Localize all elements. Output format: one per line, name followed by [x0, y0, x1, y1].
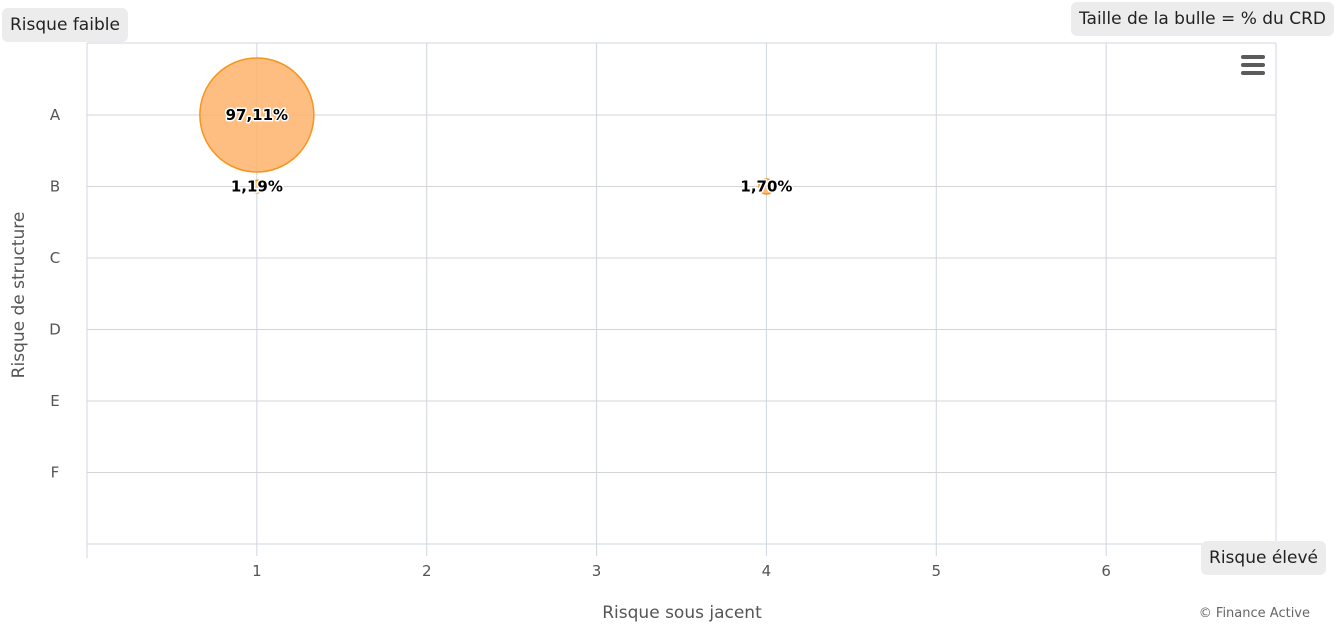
- x-tick-label: 5: [932, 562, 942, 580]
- x-tick-label: 6: [1101, 562, 1111, 580]
- bubble-point[interactable]: [249, 179, 264, 194]
- bubble-data-label: 1,19%: [231, 178, 283, 196]
- y-tick-label: F: [51, 464, 60, 482]
- high-risk-label: Risque élevé: [1201, 541, 1326, 575]
- y-tick-label: D: [49, 321, 61, 339]
- x-tick-label: 1: [252, 562, 262, 580]
- x-axis-title: Risque sous jacent: [602, 603, 762, 623]
- y-tick-label: B: [50, 178, 60, 196]
- low-risk-label: Risque faible: [2, 8, 128, 42]
- bubble-point[interactable]: [199, 57, 315, 173]
- tick-labels: 1 2 3 4 5 6 A B C D E F: [49, 106, 1111, 580]
- bubble-point[interactable]: [758, 178, 775, 195]
- credits-text[interactable]: © Finance Active: [1198, 606, 1310, 621]
- y-axis-title: Risque de structure: [9, 212, 29, 379]
- y-tick-label: E: [50, 392, 59, 410]
- bubble-data-label: 97,11%: [226, 106, 288, 124]
- x-tick-label: 3: [592, 562, 602, 580]
- y-tick-label: A: [50, 106, 61, 124]
- hamburger-menu-icon[interactable]: [1236, 52, 1270, 80]
- bubble-data-label: 1,70%: [740, 178, 792, 196]
- x-tick-label: 2: [422, 562, 432, 580]
- bubble-size-legend: Taille de la bulle = % du CRD: [1070, 2, 1334, 36]
- y-tick-label: C: [50, 249, 60, 267]
- bubble-series: 97,11% 1,19% 1,70%: [199, 57, 794, 197]
- x-tick-label: 4: [762, 562, 772, 580]
